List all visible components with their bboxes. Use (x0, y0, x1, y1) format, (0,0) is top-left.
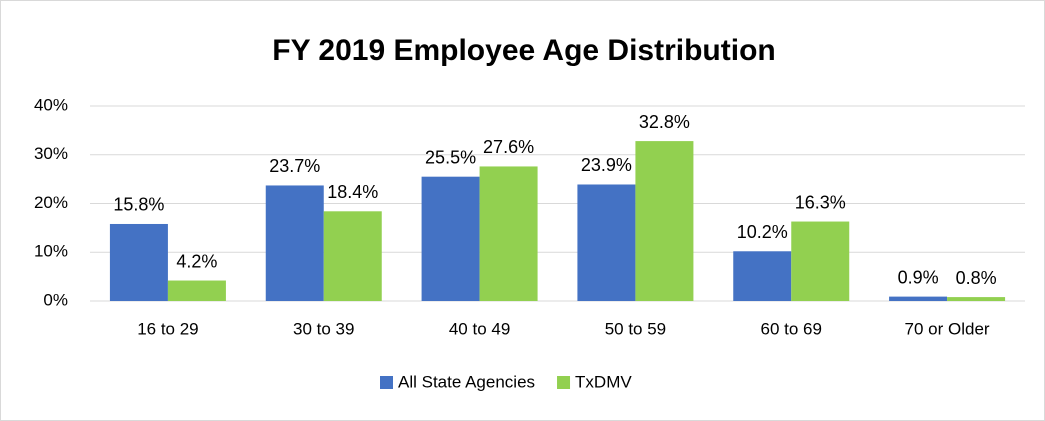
bar (421, 176, 480, 301)
x-tick-label: 70 or Older (905, 319, 990, 338)
value-label: 23.7% (269, 156, 320, 176)
value-label: 18.4% (327, 182, 378, 202)
bar (635, 141, 694, 301)
bar (109, 223, 168, 301)
x-tick-label: 30 to 39 (293, 319, 354, 338)
bar (167, 280, 226, 301)
value-label: 27.6% (483, 137, 534, 157)
value-label: 16.3% (795, 192, 846, 212)
value-label: 0.9% (898, 267, 939, 287)
value-label: 4.2% (176, 251, 217, 271)
y-tick-label: 30% (34, 144, 68, 163)
bar (733, 251, 792, 301)
value-label: 0.8% (956, 268, 997, 288)
chart-title: FY 2019 Employee Age Distribution (272, 34, 775, 67)
value-label: 10.2% (737, 222, 788, 242)
x-tick-label: 40 to 49 (449, 319, 510, 338)
legend-label: TxDMV (575, 372, 632, 391)
y-tick-label: 20% (34, 193, 68, 212)
bar (791, 221, 850, 301)
legend-swatch (380, 376, 393, 389)
x-tick-label: 60 to 69 (761, 319, 822, 338)
legend-swatch (557, 376, 571, 389)
bar (323, 211, 382, 301)
bar (577, 184, 636, 301)
bar (889, 296, 948, 301)
bar (265, 185, 324, 301)
value-label: 32.8% (639, 112, 690, 132)
y-tick-label: 10% (34, 242, 68, 261)
value-label: 23.9% (581, 155, 632, 175)
x-tick-label: 16 to 29 (137, 319, 198, 338)
bar (947, 297, 1006, 301)
x-tick-label: 50 to 59 (605, 319, 666, 338)
y-tick-label: 0% (43, 290, 68, 309)
legend-label: All State Agencies (398, 372, 535, 391)
bar (479, 166, 538, 301)
value-label: 15.8% (113, 195, 164, 215)
value-label: 25.5% (425, 147, 476, 167)
y-tick-label: 40% (34, 95, 68, 114)
